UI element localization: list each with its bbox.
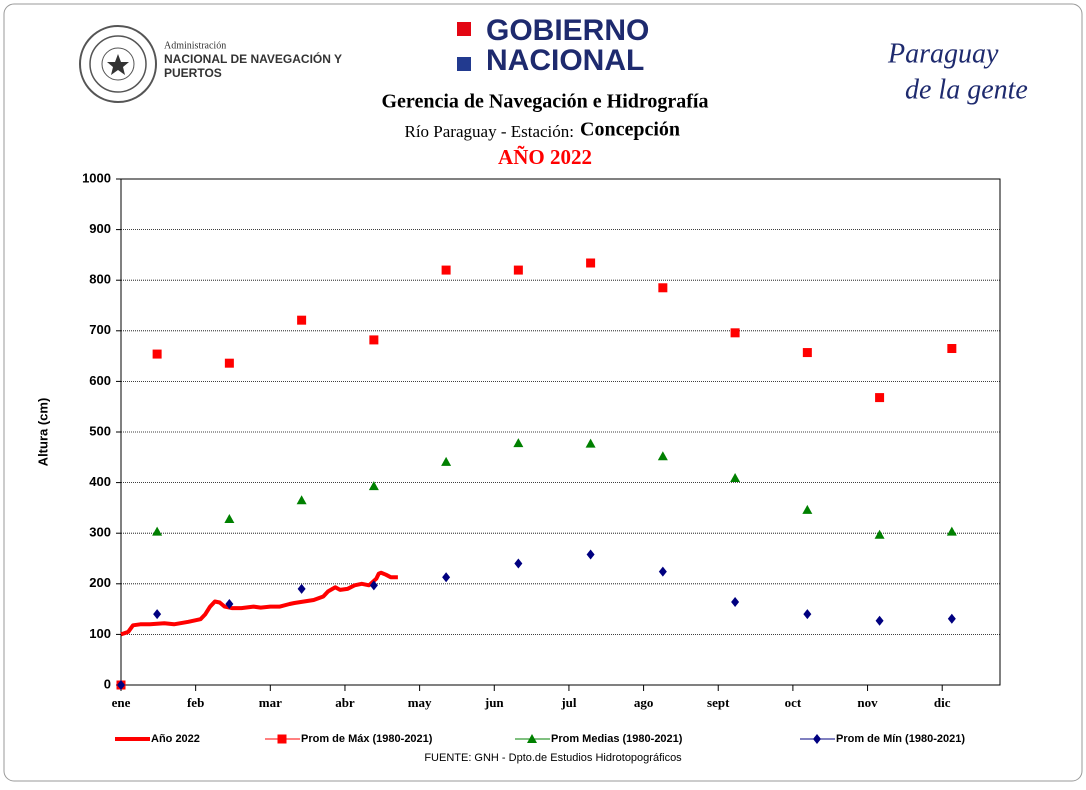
marker-square (586, 258, 596, 268)
x-tick-label: dic (934, 695, 951, 710)
source: FUENTE: GNH - Dpto.de Estudios Hidrotopo… (424, 752, 682, 764)
y-tick-label: 300 (89, 525, 111, 540)
chart-title: Gerencia de Navegación e Hidrografía (382, 91, 709, 113)
marker-square (152, 349, 162, 359)
data-line (120, 570, 398, 637)
marker-square (297, 315, 307, 325)
marker-triangle (368, 481, 379, 491)
marker-square (441, 265, 451, 275)
x-tick-label: sept (707, 695, 730, 710)
gov-square (457, 22, 471, 36)
marker-square (875, 393, 885, 403)
x-tick-label: nov (857, 695, 878, 710)
marker-triangle (441, 456, 452, 466)
brand: de la gente (905, 74, 1028, 105)
brand: Paraguay (887, 38, 999, 69)
y-axis-label: Altura (cm) (35, 398, 50, 467)
x-tick-label: oct (785, 695, 802, 710)
marker-square (513, 265, 523, 275)
marker-diamond (731, 597, 740, 608)
station: Concepción (580, 119, 680, 141)
legend-label: Prom de Máx (1980-2021) (301, 733, 433, 745)
marker-triangle (657, 451, 668, 461)
marker-diamond (803, 609, 812, 620)
marker-diamond (586, 549, 595, 560)
marker-square (730, 328, 740, 338)
legend-label: Año 2022 (151, 733, 200, 745)
marker-square (224, 358, 234, 368)
year-title: AÑO 2022 (498, 145, 592, 169)
x-tick-label: abr (335, 695, 355, 710)
marker-diamond (514, 558, 523, 569)
marker-triangle (802, 504, 813, 514)
marker-diamond (442, 572, 451, 583)
y-tick-label: 800 (89, 272, 111, 287)
gov-square (457, 57, 471, 71)
legend-label: Prom Medias (1980-2021) (551, 733, 683, 745)
x-tick-label: ene (112, 695, 131, 710)
x-tick-label: jun (484, 695, 505, 710)
x-tick-label: feb (187, 695, 204, 710)
marker-diamond (297, 583, 306, 594)
y-tick-label: 500 (89, 423, 111, 438)
x-tick-label: mar (259, 695, 282, 710)
y-tick-label: 900 (89, 221, 111, 236)
y-tick-label: 200 (89, 575, 111, 590)
admin-line: NACIONAL DE NAVEGACIÓN Y (164, 51, 342, 66)
seal (79, 25, 157, 103)
marker-square (658, 283, 668, 293)
gov-text: GOBIERNO (486, 14, 649, 47)
marker-diamond (658, 566, 667, 577)
legend-marker (277, 734, 287, 744)
marker-triangle (296, 495, 307, 505)
y-tick-label: 600 (89, 373, 111, 388)
admin-line: PUERTOS (164, 66, 222, 80)
marker-triangle (946, 526, 957, 536)
marker-triangle (513, 438, 524, 448)
y-tick-label: 400 (89, 474, 111, 489)
marker-triangle (585, 438, 596, 448)
x-tick-label: ago (634, 695, 654, 710)
marker-triangle (874, 529, 885, 539)
marker-diamond (875, 615, 884, 626)
y-tick-label: 1000 (82, 170, 111, 185)
legend-label: Prom de Mín (1980-2021) (836, 733, 965, 745)
marker-diamond (225, 599, 234, 610)
marker-diamond (369, 580, 378, 591)
marker-triangle (224, 514, 235, 524)
admin-small: Administración (164, 40, 226, 51)
marker-diamond (117, 680, 125, 690)
marker-triangle (152, 526, 163, 536)
marker-square (369, 335, 379, 345)
legend-marker (813, 734, 821, 744)
y-tick-label: 0 (104, 676, 111, 691)
y-tick-label: 100 (89, 626, 111, 641)
marker-triangle (730, 473, 741, 483)
marker-square (802, 348, 812, 358)
y-tick-label: 700 (89, 322, 111, 337)
marker-diamond (153, 609, 162, 620)
marker-square (947, 344, 957, 354)
marker-diamond (947, 613, 956, 624)
x-tick-label: may (408, 695, 432, 710)
legend-marker (527, 734, 537, 743)
x-tick-label: jul (560, 695, 577, 710)
subtitle: Río Paraguay - Estación: (405, 122, 575, 141)
gov-text: NACIONAL (486, 44, 644, 77)
frame (3, 3, 1083, 782)
